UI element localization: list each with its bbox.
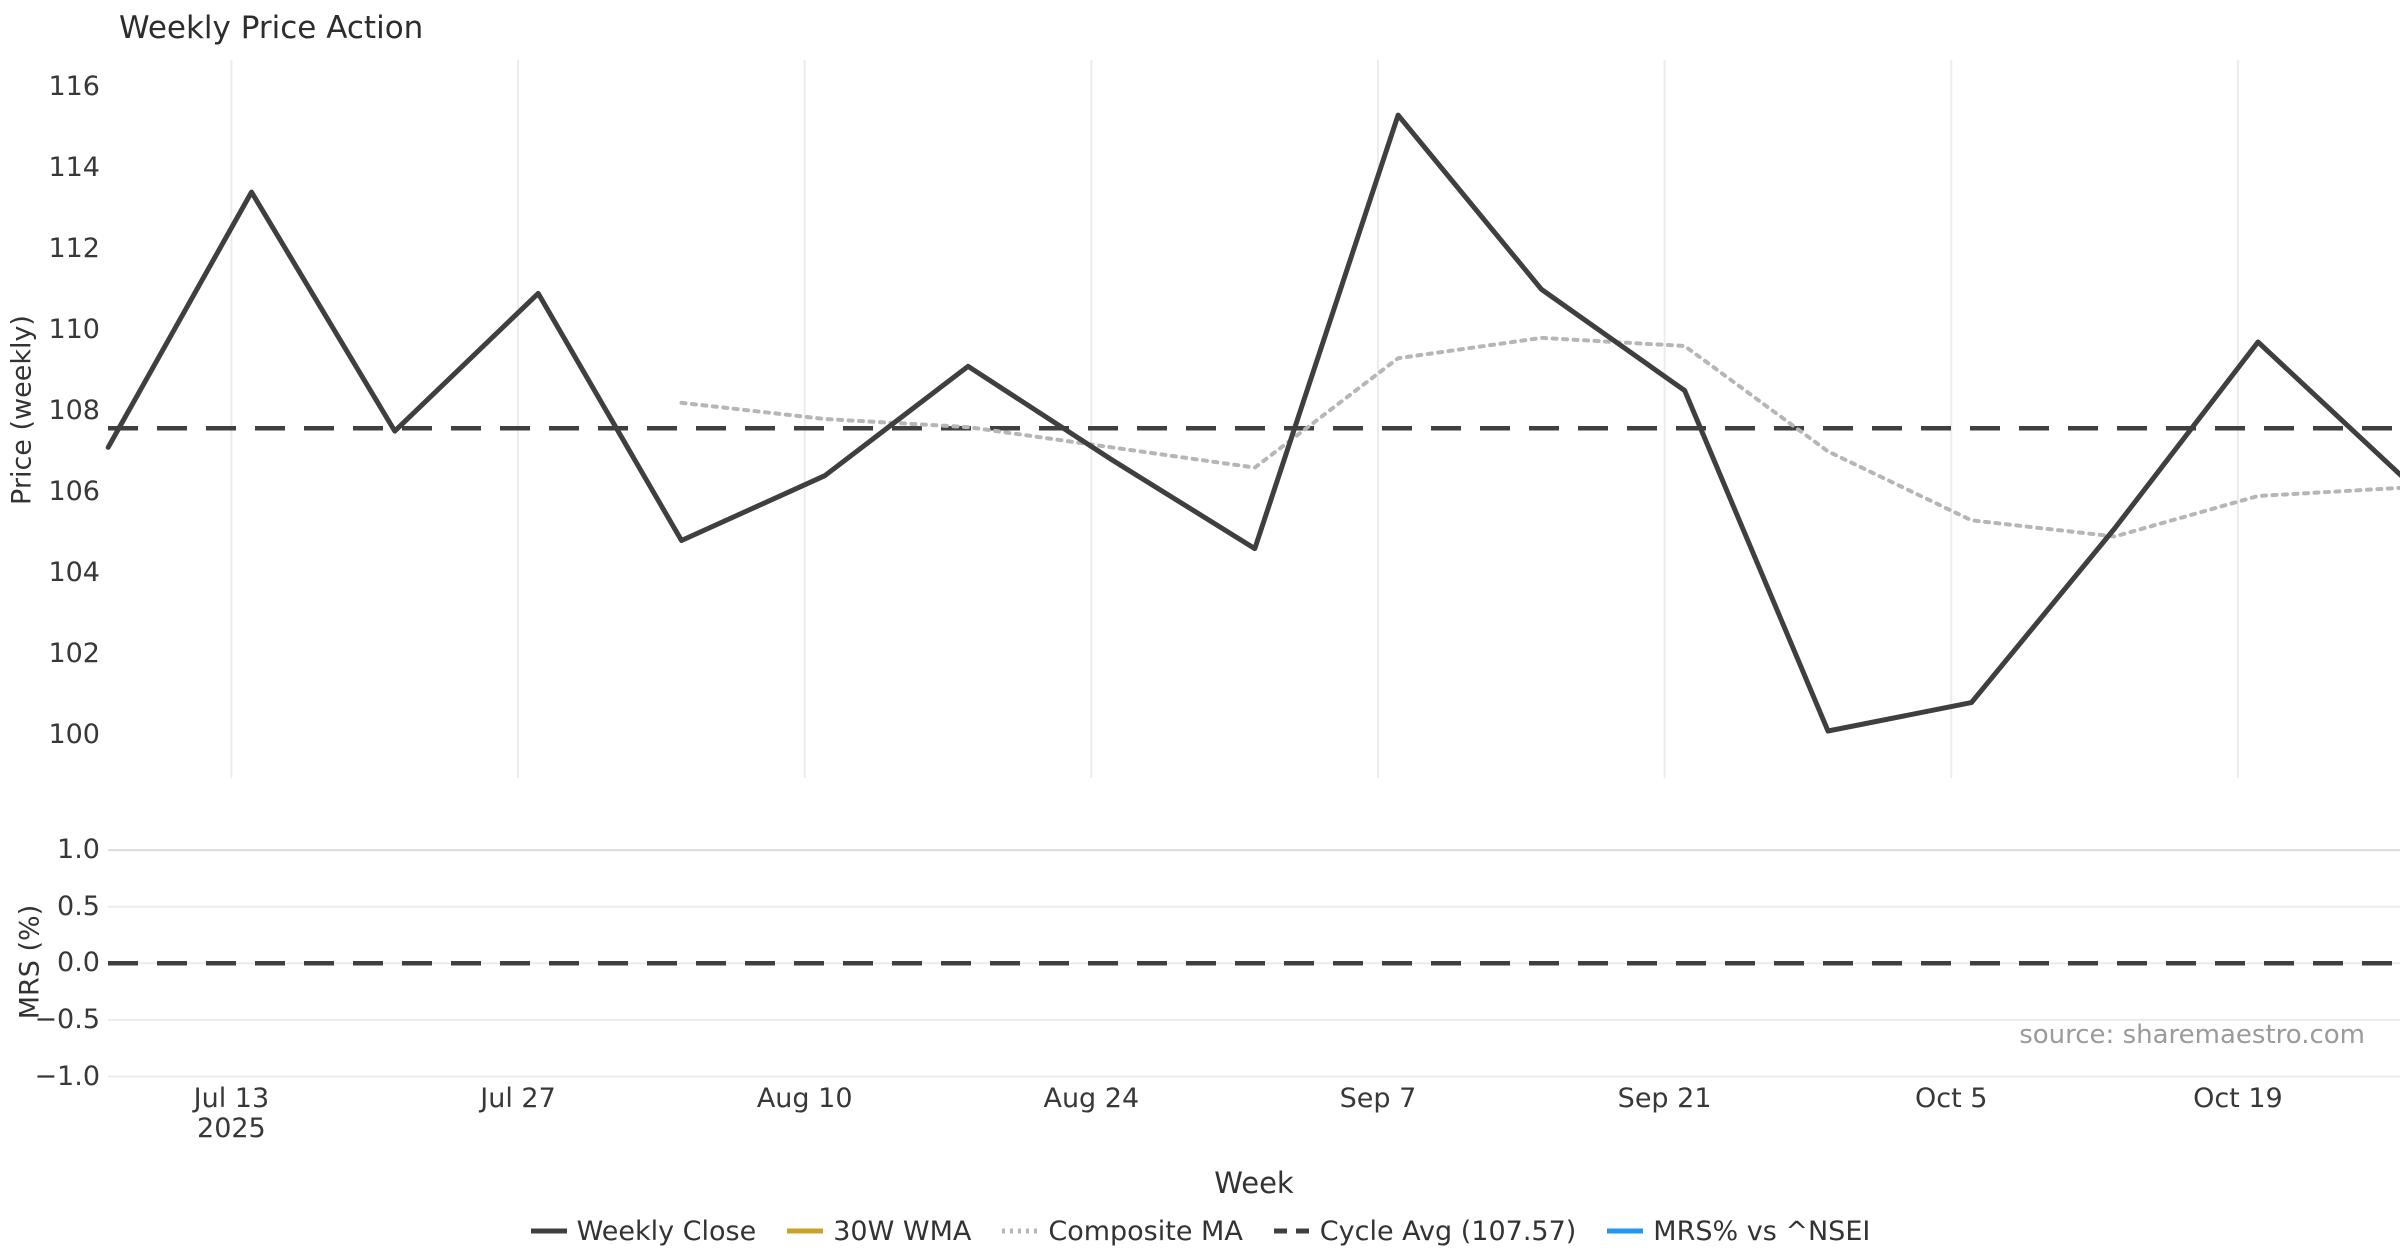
legend-item-cycle-avg-107-57-[interactable]: Cycle Avg (107.57) — [1273, 1215, 1577, 1247]
legend-label: 30W WMA — [833, 1215, 972, 1247]
price-ytick: 112 — [48, 232, 100, 264]
legend-item-composite-ma[interactable]: Composite MA — [1001, 1215, 1243, 1247]
legend-line-sample — [1607, 1228, 1644, 1234]
xtick-year: 2025 — [197, 1113, 266, 1144]
xtick-label: Oct 5 — [1915, 1083, 1988, 1114]
price-ytick: 108 — [48, 394, 100, 426]
mrs-ytick: 1.0 — [57, 834, 100, 866]
legend-line-sample — [530, 1228, 567, 1234]
price-ytick: 100 — [48, 719, 100, 751]
legend: Weekly Close 30W WMA Composite MA Cycle Avg… — [0, 1212, 2400, 1250]
legend-line-sample — [787, 1228, 824, 1234]
xtick-label: Jul 13 2025 — [193, 1083, 270, 1144]
xtick-label: Jul 27 — [480, 1083, 556, 1114]
chart-title: Weekly Price Action — [119, 10, 424, 46]
price-ytick: 116 — [48, 70, 100, 102]
legend-line-sample — [1273, 1228, 1310, 1234]
mrs-ytick: 0.0 — [57, 947, 100, 979]
mrs-ytick: 0.5 — [57, 890, 100, 922]
price-ytick: 104 — [48, 556, 100, 588]
x-axis-title: Week — [1214, 1166, 1294, 1200]
legend-label: Composite MA — [1048, 1215, 1243, 1247]
source-text: source: sharemaestro.com — [2019, 1020, 2365, 1050]
price-ytick: 110 — [48, 313, 100, 345]
xtick-label: Aug 10 — [756, 1083, 853, 1114]
legend-item-weekly-close[interactable]: Weekly Close — [530, 1215, 757, 1247]
xtick-label: Sep 7 — [1339, 1083, 1417, 1114]
series-weekly-close — [105, 112, 2400, 734]
price-ytick: 114 — [48, 151, 100, 183]
legend-label: Weekly Close — [576, 1215, 757, 1247]
legend-label: MRS% vs ^NSEI — [1653, 1215, 1871, 1247]
xtick-label: Aug 24 — [1043, 1083, 1140, 1114]
mrs-ytick: −0.5 — [34, 1003, 100, 1035]
price-ytick: 106 — [48, 475, 100, 507]
legend-item-30w-wma[interactable]: 30W WMA — [786, 1216, 971, 1247]
legend-label: Cycle Avg (107.57) — [1319, 1215, 1577, 1247]
series-composite-ma — [679, 335, 2400, 539]
mrs-ytick: −1.0 — [34, 1060, 100, 1092]
legend-item-mrs-vs-nsei[interactable]: MRS% vs ^NSEI — [1606, 1216, 1870, 1247]
price-ytick: 102 — [48, 637, 100, 669]
legend-line-sample — [1002, 1228, 1039, 1234]
xtick-label: Sep 21 — [1617, 1083, 1712, 1114]
xtick-label: Oct 19 — [2193, 1083, 2283, 1114]
